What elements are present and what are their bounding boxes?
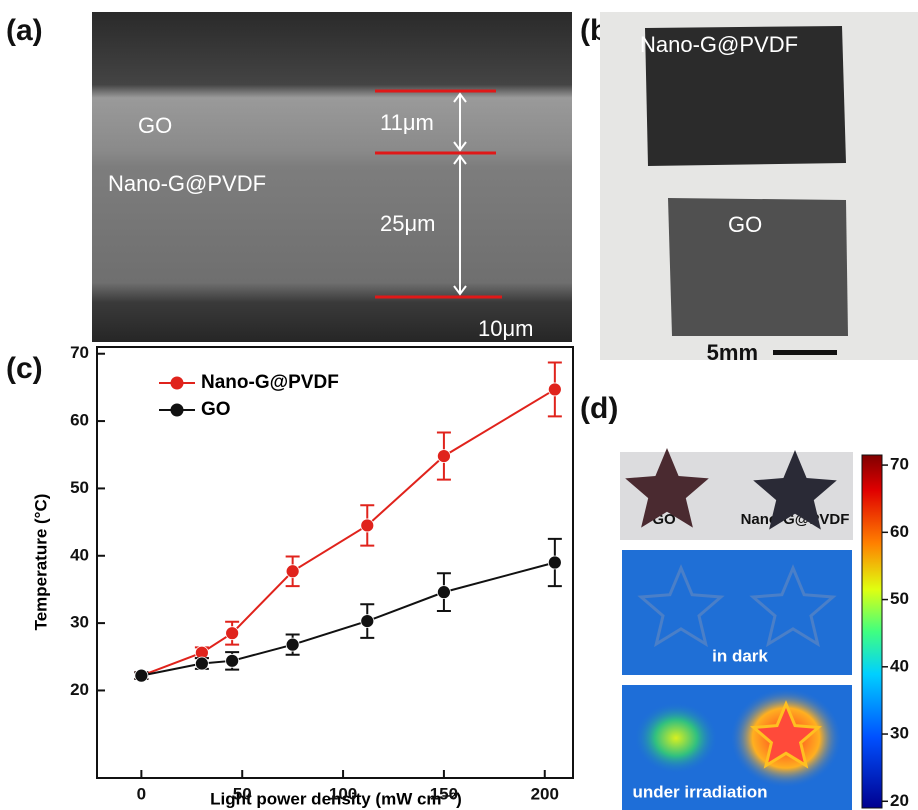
data-point (548, 556, 561, 569)
figure: (a) GO Nano-G@PVDF 11μm 25μm 10μm (b) Na… (0, 0, 918, 810)
series-line (141, 389, 554, 675)
colorbar-tick-label: 60 (890, 522, 909, 541)
legend-label: Nano-G@PVDF (201, 372, 339, 393)
layer-label: GO (138, 113, 172, 138)
x-tick-label: 100 (329, 784, 357, 803)
film-label: GO (728, 212, 762, 237)
colorbar-tick-label: 30 (890, 724, 909, 743)
scale-bar (491, 352, 551, 357)
data-point (361, 615, 374, 628)
condition-label: in dark (712, 646, 768, 665)
data-point (226, 654, 239, 667)
thickness-label: 11μm (380, 110, 434, 135)
data-point (286, 565, 299, 578)
colorbar-tick-label: 50 (890, 589, 909, 608)
hot-spot (634, 702, 718, 774)
film-label: Nano-G@PVDF (640, 32, 798, 57)
legend-label: GO (201, 399, 231, 420)
data-point (135, 669, 148, 682)
panel-label: (d) (580, 392, 618, 425)
legend-marker (171, 377, 184, 390)
thickness-label: 25μm (380, 211, 435, 236)
data-point (286, 638, 299, 651)
y-tick-label: 20 (70, 680, 89, 699)
data-point (226, 627, 239, 640)
colorbar-tick-label: 70 (890, 455, 909, 474)
data-point (548, 383, 561, 396)
x-tick-label: 200 (531, 784, 559, 803)
colorbar-tick-label: 40 (890, 656, 909, 675)
scale-bar (773, 350, 837, 355)
data-point (437, 586, 450, 599)
y-tick-label: 30 (70, 613, 89, 632)
data-point (361, 519, 374, 532)
plot-frame (97, 347, 573, 778)
colorbar-tick-label: 20 (890, 791, 909, 810)
x-tick-label: 0 (137, 784, 146, 803)
colorbar (862, 455, 882, 808)
y-tick-label: 60 (70, 411, 89, 430)
legend-marker (171, 404, 184, 417)
scale-bar-label: 10μm (478, 316, 533, 341)
panel-label: (a) (6, 14, 43, 47)
x-tick-label: 150 (430, 784, 458, 803)
chart: (c) Light power density (mW cm⁻²) Temper… (6, 343, 573, 808)
y-axis-label: Temperature (°C) (31, 494, 50, 631)
y-tick-label: 70 (70, 343, 89, 362)
scale-bar-label: 5mm (707, 340, 758, 365)
data-point (195, 657, 208, 670)
y-tick-label: 40 (70, 545, 89, 564)
x-tick-label: 50 (233, 784, 252, 803)
condition-label: under irradiation (632, 782, 767, 801)
y-tick-label: 50 (70, 478, 89, 497)
layer-label: Nano-G@PVDF (108, 171, 266, 196)
data-point (437, 450, 450, 463)
panel-label: (c) (6, 352, 43, 385)
